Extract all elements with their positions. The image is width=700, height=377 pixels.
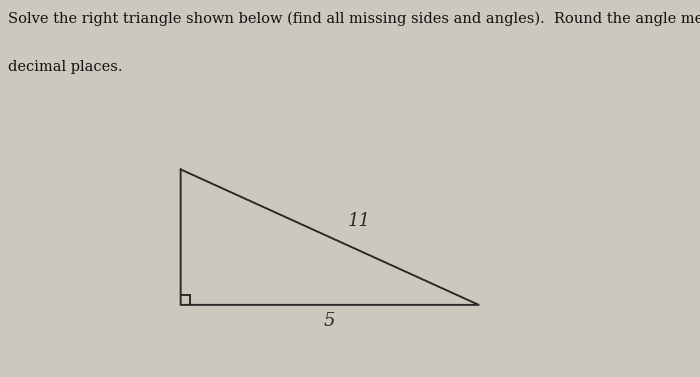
Text: 11: 11 [348,212,371,230]
Text: Solve the right triangle shown below (find all missing sides and angles).  Round: Solve the right triangle shown below (fi… [8,11,700,26]
Text: decimal places.: decimal places. [8,60,123,74]
Text: 5: 5 [324,312,335,330]
